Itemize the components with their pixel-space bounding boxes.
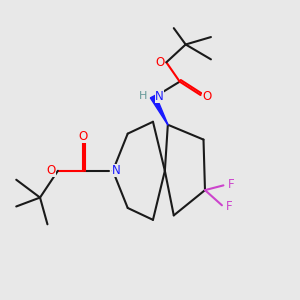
Polygon shape [150,95,168,125]
Text: O: O [155,56,164,69]
Text: O: O [79,130,88,142]
Text: O: O [47,164,56,177]
Text: H: H [139,91,148,101]
Text: N: N [155,90,164,103]
Text: F: F [226,200,233,213]
Text: F: F [228,178,235,191]
Text: O: O [202,90,212,103]
Text: N: N [112,164,121,177]
